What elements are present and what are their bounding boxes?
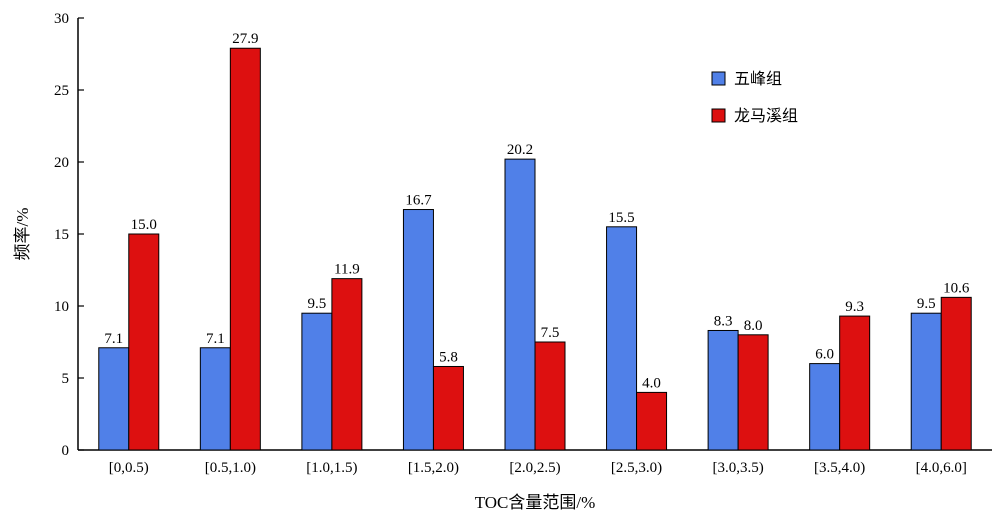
data-label-series-1: 7.1 (104, 331, 123, 347)
x-tick-label: [2.5,3.0) (611, 460, 662, 476)
bar-series-2 (737, 334, 769, 451)
bar-series-1 (809, 363, 841, 451)
bar-series-1 (910, 312, 942, 451)
legend-swatch-series-2 (711, 108, 726, 123)
legend-label-series-2: 龙马溪组 (734, 107, 798, 125)
data-label-series-2: 10.6 (943, 280, 970, 296)
bar-series-1 (504, 158, 536, 451)
data-label-series-2: 9.3 (845, 299, 864, 315)
data-label-series-2: 27.9 (232, 31, 258, 47)
x-tick-label: [1.0,1.5) (306, 460, 357, 476)
bar-series-2 (128, 233, 160, 451)
data-label-series-2: 15.0 (131, 217, 157, 233)
data-label-series-2: 4.0 (642, 375, 661, 391)
bar-series-2 (940, 296, 972, 451)
y-tick-label: 0 (62, 443, 70, 459)
data-label-series-1: 16.7 (405, 193, 432, 209)
x-tick-label: [0.5,1.0) (205, 460, 256, 476)
y-tick-label: 20 (54, 155, 69, 171)
x-axis-title: TOC含量范围/% (475, 493, 596, 512)
x-tick-label: [3.0,3.5) (712, 460, 763, 476)
y-tick-label: 5 (62, 371, 70, 387)
bar-series-2 (432, 365, 464, 451)
data-label-series-1: 7.1 (206, 331, 225, 347)
bar-series-1 (199, 347, 231, 451)
x-tick-label: [0,0.5) (109, 460, 149, 476)
data-label-series-2: 7.5 (541, 325, 560, 341)
data-label-series-2: 11.9 (334, 262, 360, 278)
legend-label-series-1: 五峰组 (734, 70, 782, 88)
bar-series-2 (229, 47, 261, 451)
y-axis-ticks: 0 5 10 15 20 25 30 (54, 11, 84, 459)
data-label-series-2: 5.8 (439, 349, 458, 365)
data-label-series-1: 15.5 (608, 210, 634, 226)
bar-series-1 (707, 329, 739, 451)
legend-swatch-series-1 (711, 71, 726, 86)
y-axis-title: 频率/% (13, 208, 32, 261)
bar-series-1 (606, 226, 638, 451)
x-tick-label: [3.5,4.0) (814, 460, 865, 476)
data-label-series-1: 8.3 (714, 313, 733, 329)
y-tick-label: 25 (54, 83, 69, 99)
x-tick-label: [4.0,6.0] (916, 460, 967, 476)
data-label-series-1: 6.0 (815, 347, 834, 363)
data-label-series-2: 8.0 (744, 318, 763, 334)
plot-area: 0 5 10 15 20 25 30 [0,0.5) [0.5,1.0) [1.0,1.5) [1… (54, 11, 992, 476)
data-label-series-1: 20.2 (507, 142, 533, 158)
bar-series-2 (636, 391, 668, 451)
x-axis-ticks: [0,0.5) [0.5,1.0) [1.0,1.5) [1.5,2.0) [2.0,2… (109, 460, 967, 476)
bar-series-2 (534, 341, 566, 451)
x-tick-label: [2.0,2.5) (509, 460, 560, 476)
bar-series-1 (402, 209, 434, 451)
bar-series-2 (839, 315, 871, 451)
x-tick-label: [1.5,2.0) (408, 460, 459, 476)
y-tick-label: 10 (54, 299, 69, 315)
bar-series-1 (98, 347, 130, 451)
data-label-series-1: 9.5 (308, 296, 327, 312)
data-labels: 7.1 15.0 7.1 27.9 9.5 11.9 16.7 5.8 20.2 7.5 15.5 4… (104, 31, 969, 391)
bar-series-2 (331, 278, 363, 451)
y-tick-label: 15 (54, 227, 69, 243)
bars (98, 47, 972, 451)
bar-series-1 (301, 312, 333, 451)
y-tick-label: 30 (54, 11, 69, 27)
data-label-series-1: 9.5 (917, 296, 936, 312)
